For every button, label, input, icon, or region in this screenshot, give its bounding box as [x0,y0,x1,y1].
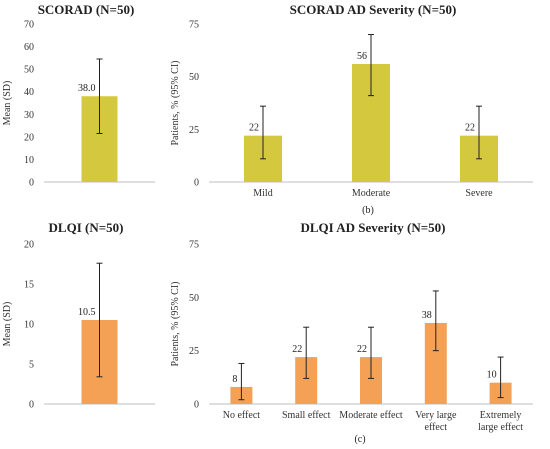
data-label: 8 [232,374,237,385]
y-tick-label: 40 [24,87,34,98]
y-tick-label: 0 [194,400,199,411]
chart-dlqi-severity: DLQI AD Severity (N=50) Patients, % (95% … [170,220,533,433]
bar [360,357,382,404]
x-tick-label: No effect [223,410,261,421]
chart-dlqi-mean: DLQI (N=50) Mean (SD) 0 5 10 15 20 10.5 [2,220,155,411]
chart-scorad-severity: SCORAD AD Severity (N=50) Patients, % (95… [170,2,533,199]
y-tick-label: 10 [24,155,34,166]
data-label: 10.5 [78,307,96,318]
y-tick-label: 20 [24,132,34,143]
y-tick-label: 0 [194,178,199,189]
chart-title: DLQI (N=50) [49,220,124,235]
y-tick-label: 25 [189,125,199,136]
data-label: 22 [292,344,302,355]
y-tick-label: 75 [189,20,199,31]
x-tick-label: Small effect [282,410,331,421]
x-tick-label: Moderate [352,188,391,199]
data-label: 22 [249,123,259,134]
data-label: 10 [487,370,497,381]
y-tick-label: 5 [29,360,34,371]
y-tick-label: 25 [189,346,199,357]
y-tick-label: 10 [24,320,34,331]
y-tick-label: 50 [189,72,199,83]
y-tick-label: 20 [24,240,34,251]
data-label: 22 [357,344,367,355]
y-tick-label: 0 [29,178,34,189]
data-label: 22 [465,123,475,134]
chart-title: SCORAD (N=50) [38,2,135,17]
y-tick-label: 70 [24,20,34,31]
y-axis-label: Patients, % (95% CI) [170,282,181,367]
chart-scorad-mean: SCORAD (N=50) Mean (SD) 0 10 20 30 40 50 60 70 38.… [2,2,155,189]
y-axis-label: Patients, % (95% CI) [170,61,181,146]
x-tick-label: Very large [415,410,457,421]
data-label: 38.0 [78,83,96,94]
y-axis-label: Mean (SD) [2,81,13,126]
chart-title: DLQI AD Severity (N=50) [301,220,446,235]
caption-b: (b) [362,205,374,216]
bar [295,357,318,404]
bar [424,322,447,404]
x-tick-label: effect [425,422,448,433]
y-tick-label: 60 [24,42,34,53]
data-label: 56 [357,51,367,62]
x-tick-label: Severe [465,188,493,199]
y-tick-label: 30 [24,110,34,121]
y-tick-label: 15 [24,280,34,291]
y-tick-label: 50 [24,65,34,76]
chart-title: SCORAD AD Severity (N=50) [290,2,457,17]
y-tick-label: 50 [189,293,199,304]
x-tick-label: Moderate effect [339,410,403,421]
y-tick-label: 75 [189,240,199,251]
y-axis-label: Mean (SD) [2,302,13,347]
y-tick-label: 0 [29,400,34,411]
caption-c: (c) [354,434,365,445]
x-tick-label: Mild [253,188,272,199]
x-tick-label: large effect [478,422,523,433]
data-label: 38 [422,310,432,321]
x-tick-label: Extremely [480,410,522,421]
